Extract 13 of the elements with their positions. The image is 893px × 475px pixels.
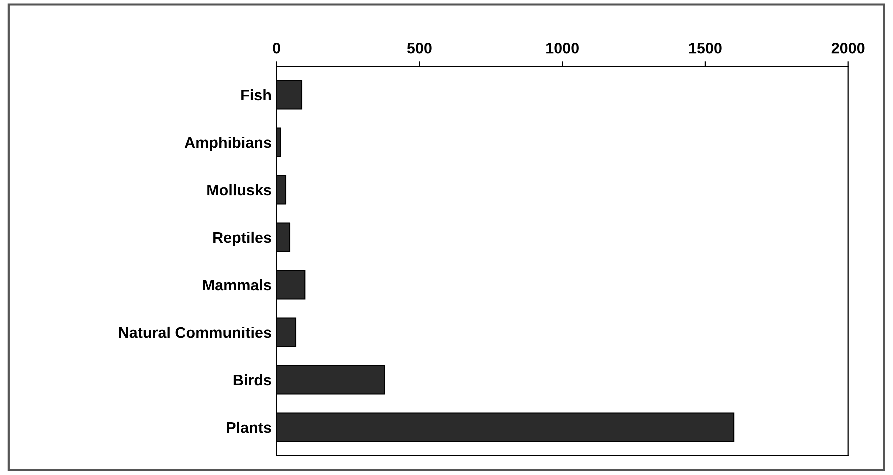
- y-tick-label: Plants: [227, 422, 272, 434]
- x-tick-label: 1500: [689, 42, 722, 54]
- x-tick-label: 1000: [546, 42, 579, 54]
- y-tick-label: Fish: [242, 89, 272, 101]
- y-tick-label: Reptiles: [214, 232, 272, 246]
- y-tick-label: Amphibians: [184, 136, 272, 152]
- y-tick-label: Mammals: [203, 279, 272, 291]
- y-tick-label: Birds: [234, 374, 272, 386]
- y-tick-label: Natural Communities: [119, 326, 272, 338]
- x-tick-label: 0: [273, 42, 280, 54]
- x-tick-label: 2000: [832, 42, 865, 54]
- x-tick-label: 500: [407, 42, 432, 54]
- y-tick-label: Mollusks: [208, 184, 272, 196]
